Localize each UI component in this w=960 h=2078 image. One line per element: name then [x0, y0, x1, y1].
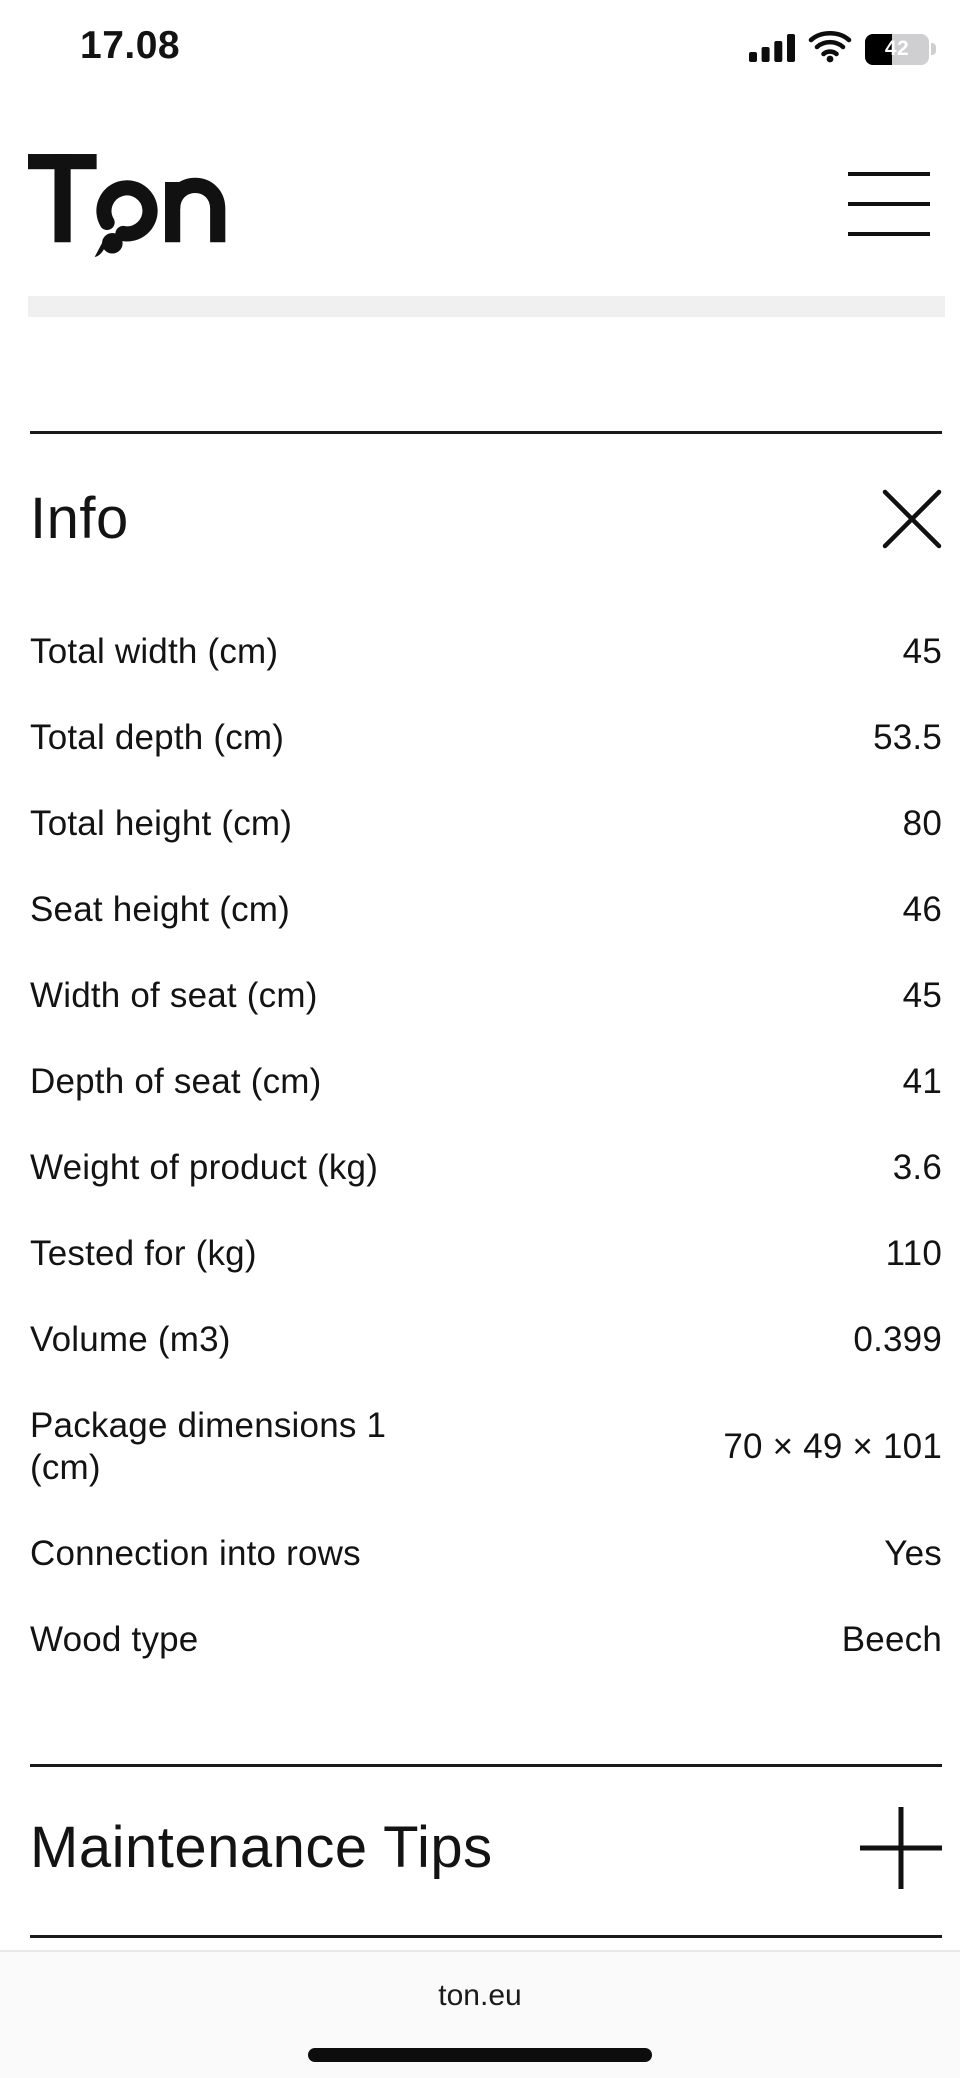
- spec-row: Width of seat (cm) 45: [30, 953, 942, 1039]
- info-accordion-header[interactable]: Info: [30, 486, 942, 552]
- spec-value: 3.6: [892, 1148, 942, 1187]
- spec-row: Weight of product (kg) 3.6: [30, 1125, 942, 1211]
- spec-label: Connection into rows: [30, 1534, 361, 1573]
- spec-value: 41: [902, 1062, 942, 1101]
- accordion-sheet: Info Total width (cm) 45 Total depth (cm…: [30, 431, 942, 1938]
- wifi-icon: [808, 30, 852, 68]
- spec-row: Total width (cm) 45: [30, 609, 942, 695]
- spec-row: Package dimensions 1 (cm) 70 × 49 × 101: [30, 1383, 942, 1511]
- spec-row: Total height (cm) 80: [30, 781, 942, 867]
- status-time: 17.08: [80, 24, 181, 67]
- hamburger-menu-icon[interactable]: [848, 172, 930, 239]
- spec-row: Depth of seat (cm) 41: [30, 1039, 942, 1125]
- info-title: Info: [30, 486, 129, 551]
- browser-bottom-bar: ton.eu: [0, 1950, 960, 2078]
- maintenance-accordion-header[interactable]: Maintenance Tips: [30, 1807, 942, 1889]
- spec-value: Yes: [884, 1534, 942, 1573]
- spec-label: Seat height (cm): [30, 890, 290, 929]
- spec-label: Total depth (cm): [30, 718, 285, 757]
- spec-value: Beech: [841, 1620, 942, 1659]
- spec-row: Wood type Beech: [30, 1597, 942, 1683]
- spec-row: Volume (m3) 0.399: [30, 1297, 942, 1383]
- ton-logo[interactable]: [28, 154, 229, 262]
- spec-value: 70 × 49 × 101: [723, 1427, 942, 1466]
- spec-label: Total height (cm): [30, 804, 293, 843]
- battery-percent: 42: [884, 37, 910, 60]
- spec-value: 53.5: [873, 718, 942, 757]
- spec-label: Depth of seat (cm): [30, 1062, 322, 1101]
- battery-icon: 42: [865, 33, 936, 65]
- battery-cap: [931, 43, 936, 55]
- cellular-signal-icon: [749, 32, 795, 67]
- spec-row: Connection into rows Yes: [30, 1511, 942, 1597]
- divider: [30, 431, 942, 434]
- spec-table: Total width (cm) 45 Total depth (cm) 53.…: [30, 609, 942, 1683]
- battery-fill: [865, 33, 892, 65]
- plus-icon[interactable]: [860, 1807, 942, 1889]
- spec-value: 45: [902, 976, 942, 1015]
- status-icons: 42: [749, 30, 936, 68]
- spec-row: Seat height (cm) 46: [30, 867, 942, 953]
- spec-label: Package dimensions 1 (cm): [30, 1406, 387, 1487]
- spec-label: Weight of product (kg): [30, 1148, 379, 1187]
- spec-label: Volume (m3): [30, 1320, 231, 1359]
- spec-label: Width of seat (cm): [30, 976, 318, 1015]
- divider: [30, 1935, 942, 1938]
- spec-row: Tested for (kg) 110: [30, 1211, 942, 1297]
- spec-row: Total depth (cm) 53.5: [30, 695, 942, 781]
- spec-label: Total width (cm): [30, 632, 279, 671]
- spec-value: 46: [902, 890, 942, 929]
- page-section-edge: [28, 296, 945, 317]
- spec-value: 45: [902, 632, 942, 671]
- divider: [30, 1764, 942, 1767]
- close-icon[interactable]: [882, 489, 942, 549]
- spec-value: 110: [885, 1234, 942, 1273]
- spec-label: Tested for (kg): [30, 1234, 257, 1273]
- maintenance-title: Maintenance Tips: [30, 1815, 493, 1880]
- address-bar[interactable]: ton.eu: [438, 1979, 522, 2012]
- home-indicator[interactable]: [308, 2048, 652, 2062]
- spec-value: 0.399: [853, 1320, 942, 1359]
- spec-label: Wood type: [30, 1620, 199, 1659]
- spec-value: 80: [902, 804, 942, 843]
